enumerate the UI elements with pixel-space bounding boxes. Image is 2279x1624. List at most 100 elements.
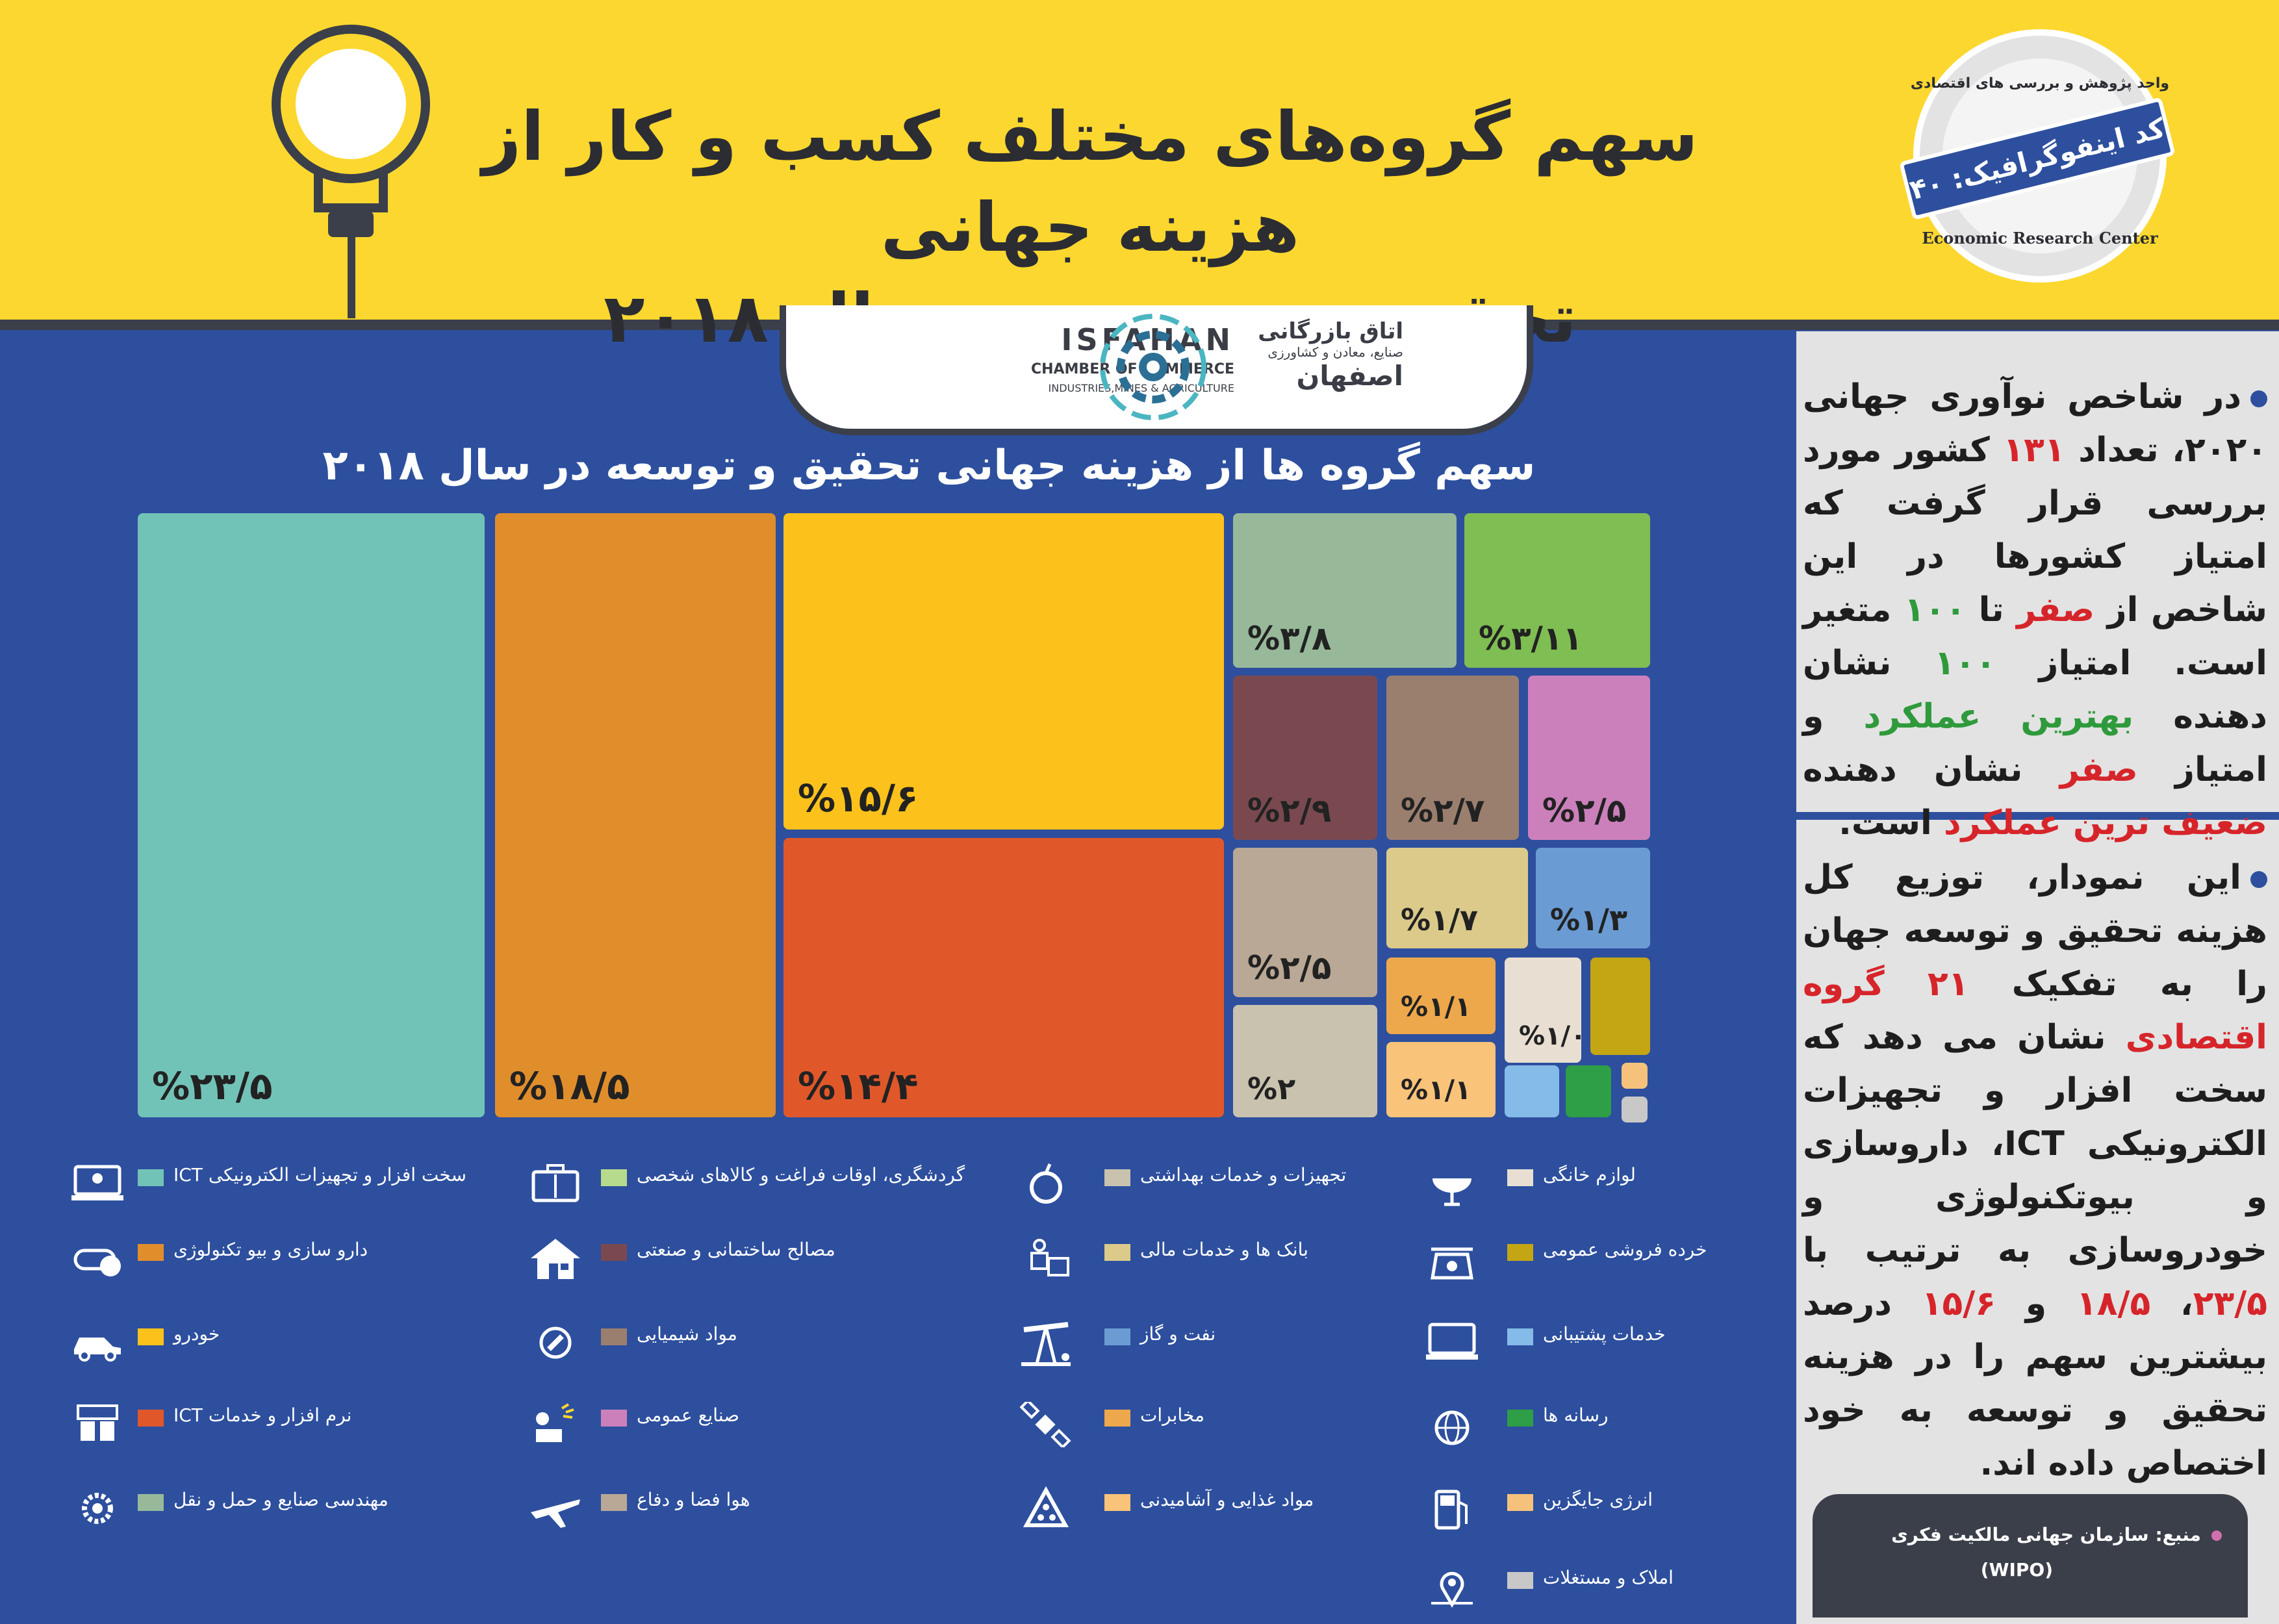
legend-label: مصالح ساختمانی و صنعتی [637, 1239, 835, 1260]
legend-label: خدمات پشتیبانی [1543, 1323, 1666, 1345]
legend-label: نفت و گاز [1140, 1323, 1216, 1345]
info-text-segment: و [1995, 1284, 2076, 1323]
info-text-segment: نشان دهنده [1803, 644, 2267, 736]
banker-icon [1020, 1236, 1072, 1282]
main-title-line1: سهم گروه‌های مختلف کسب و کار از هزینه جه… [482, 97, 1698, 267]
logo-fa-line3: اصفهان [1296, 360, 1403, 392]
oil-pump-icon [1020, 1321, 1072, 1366]
fuel-icon [1426, 1486, 1478, 1532]
airplane-icon [529, 1486, 581, 1532]
info-text-segment: و امتیاز [1803, 697, 2267, 789]
legend-swatch [601, 1244, 627, 1261]
treemap-tile [1528, 676, 1650, 840]
info-text-segment: ، [2150, 1284, 2193, 1323]
pill-icon [71, 1236, 123, 1282]
scale-icon [1426, 1236, 1478, 1282]
treemap-tile [1590, 958, 1650, 1055]
legend-swatch [138, 1244, 164, 1261]
house-icon [529, 1236, 581, 1282]
legend-swatch [601, 1328, 627, 1345]
legend-label: مهندسی صنایع و حمل و نقل [173, 1489, 388, 1510]
treemap-tile [1386, 1042, 1496, 1117]
info-panel-2 [1796, 820, 2279, 1624]
info-text-segment: درصد بیشترین سهم را در هزینه تحقیق و توس… [1803, 1284, 2267, 1483]
legend-swatch [138, 1494, 164, 1511]
info-text-segment: در شاخص نوآوری جهانی ۲۰۲۰، تعداد [1803, 377, 2267, 470]
satellite-icon [1019, 1399, 1072, 1449]
treemap-tile-label: %۱/۰ [1519, 1021, 1586, 1051]
treemap-tile-label: %۳/۸ [1247, 620, 1331, 657]
location-icon [1426, 1564, 1478, 1610]
badge-top-text: واحد پژوهش و بررسی های اقتصادی [1911, 75, 2169, 92]
legend-label: مواد غذایی و آشامیدنی [1140, 1489, 1314, 1510]
info-text-segment: نشان دهنده [1803, 750, 2060, 789]
legend-swatch [601, 1410, 627, 1427]
legend-label: خودرو [173, 1323, 220, 1345]
legend-swatch [1507, 1494, 1533, 1511]
suitcase-icon [529, 1161, 581, 1207]
info-text-segment: ۱۰۰ [1934, 644, 1996, 683]
legend-label: بانک ها و خدمات مالی [1140, 1239, 1308, 1260]
bullet-icon [2250, 390, 2267, 407]
gear-icon [71, 1486, 123, 1532]
info-text-segment: ۲۳/۵ [2193, 1284, 2267, 1323]
legend-swatch [1104, 1169, 1130, 1186]
lightbulb-icon [272, 25, 430, 318]
legend: سخت افزار و تجهیزات الکترونیکی ICT دارو س… [71, 1161, 1707, 1610]
pizza-icon [1020, 1486, 1072, 1532]
monitor-icon [1426, 1321, 1478, 1366]
logo-en-line3: INDUSTRIES,MINES & AGRICULTURE [1048, 382, 1234, 394]
treemap-tile [1505, 1065, 1559, 1117]
info-text-segment: صفر [2017, 590, 2095, 629]
laptop-icon [71, 1161, 123, 1207]
legend-swatch [138, 1169, 164, 1186]
legend-swatch [1507, 1244, 1533, 1261]
legend-swatch [1507, 1169, 1533, 1186]
treemap-tile-label: %۱۵/۶ [798, 776, 919, 820]
info-paragraph-1: در شاخص نوآوری جهانی ۲۰۲۰، تعداد ۱۳۱ کشو… [1803, 370, 2267, 850]
treemap-tile-label: %۱/۷ [1401, 902, 1478, 937]
legend-label: مواد شیمیایی [637, 1323, 737, 1345]
info-paragraph-2: این نمودار، توزیع کل هزینه تحقیق و توسعه… [1803, 851, 2267, 1490]
treemap-tile-label: %۲/۵ [1542, 792, 1626, 830]
treemap-tile [1464, 513, 1650, 668]
treemap-tile-label: %۲/۷ [1401, 792, 1484, 830]
treemap-tile [1386, 958, 1496, 1034]
legend-swatch [1104, 1494, 1130, 1511]
legend-label: انرژی جایگزین [1543, 1489, 1653, 1510]
legend-swatch [1104, 1328, 1130, 1345]
chemical-icon [529, 1321, 581, 1366]
header-band [0, 0, 2279, 325]
legend-swatch [1507, 1410, 1533, 1427]
info-text-segment: ۱۰۰ [1903, 590, 1967, 629]
treemap-tile [1386, 848, 1528, 948]
legend-label: مخابرات [1140, 1404, 1204, 1426]
logo-fa-line2: صنایع، معادن و کشاورزی [1267, 344, 1403, 360]
treemap-tile [495, 513, 776, 1117]
treemap-tile-label: %۲/۹ [1247, 792, 1331, 830]
chamber-emblem-icon [1100, 314, 1206, 420]
legend-label: سخت افزار و تجهیزات الکترونیکی ICT [173, 1164, 466, 1186]
legend-label: صنایع عمومی [637, 1404, 740, 1426]
info-text-segment: ۱۵/۶ [1921, 1284, 1996, 1323]
info-text-segment: کشور مورد بررسی قرار گرفت که امتیاز کشور… [1803, 431, 2268, 629]
info-text-segment: صفر [2059, 750, 2138, 789]
legend-swatch [1507, 1328, 1533, 1345]
legend-swatch [1507, 1572, 1533, 1589]
treemap-tile [783, 838, 1224, 1117]
info-panel-1 [1796, 331, 2279, 812]
treemap-tile-label: %۱/۱ [1401, 1074, 1471, 1106]
apple-icon [1020, 1161, 1072, 1207]
treemap-tile [1233, 1005, 1377, 1117]
treemap-tile [1386, 676, 1519, 840]
source-bullet-icon [2211, 1530, 2222, 1541]
treemap-tile [1536, 848, 1650, 948]
legend-label: املاک و مستغلات [1543, 1567, 1674, 1588]
infographic-code-badge: واحد پژوهش و بررسی های اقتصادی Economic … [1900, 29, 2174, 283]
source-text: منبع: سازمان جهانی مالکیت فکری [1891, 1524, 2201, 1545]
legend-label: دارو سازی و بیو تکنولوژی [173, 1239, 368, 1260]
info-text-segment: ۱۳۱ [2003, 431, 2065, 470]
legend-label: لوازم خانگی [1543, 1164, 1636, 1186]
legend-swatch [601, 1494, 627, 1511]
